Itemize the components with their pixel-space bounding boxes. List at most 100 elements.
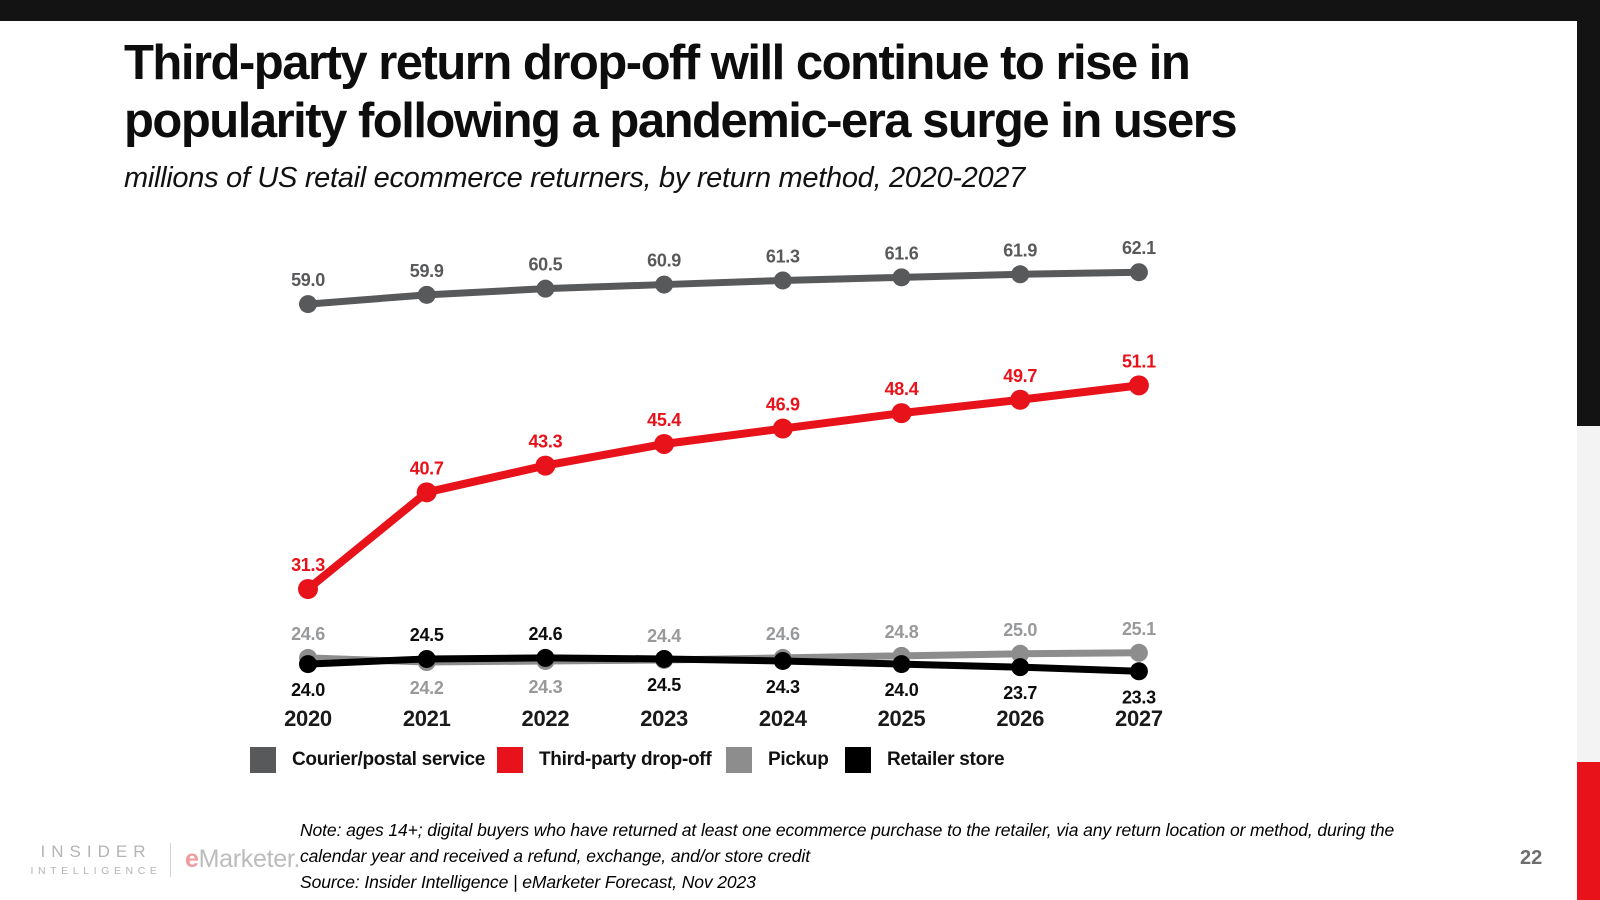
data-point-third-party-drop-off bbox=[416, 482, 437, 503]
insider-intelligence-logo: INSIDER INTELLIGENCE bbox=[30, 842, 162, 877]
emarketer-logo: eMarketer. bbox=[185, 845, 300, 874]
data-point-courier-postal-service bbox=[417, 285, 436, 304]
value-label-third-party-drop-off: 49.7 bbox=[1003, 366, 1037, 386]
right-strip-gray-segment bbox=[1577, 426, 1600, 762]
value-label-courier-postal-service: 59.0 bbox=[291, 270, 325, 290]
value-label-retailer-store: 24.5 bbox=[647, 675, 681, 695]
legend-item-courier-postal-service: Courier/postal service bbox=[250, 746, 485, 774]
line-chart: 59.0 59.9 60.5 60.9 61.3 61.6 61.9 62.1 31.3 40.7… bbox=[284, 238, 1163, 731]
legend-label: Pickup bbox=[768, 749, 829, 770]
data-point-retailer-store bbox=[536, 648, 555, 667]
source-line: Source: Insider Intelligence | eMarketer… bbox=[300, 872, 756, 892]
data-point-third-party-drop-off bbox=[891, 403, 912, 424]
value-label-pickup: 24.2 bbox=[410, 678, 444, 698]
value-label-third-party-drop-off: 45.4 bbox=[647, 410, 681, 430]
emarketer-logo-e: e bbox=[185, 845, 199, 873]
value-label-retailer-store: 23.7 bbox=[1003, 683, 1037, 703]
x-axis-label: 2023 bbox=[640, 706, 688, 731]
data-point-retailer-store bbox=[773, 651, 792, 670]
value-label-third-party-drop-off: 31.3 bbox=[291, 555, 325, 575]
series-line-third-party-drop-off bbox=[305, 381, 1140, 593]
note-line-2: calendar year and received a refund, exc… bbox=[300, 846, 810, 866]
value-label-retailer-store: 24.5 bbox=[410, 625, 444, 645]
legend-label: Courier/postal service bbox=[292, 749, 485, 770]
value-label-retailer-store: 24.0 bbox=[885, 680, 919, 700]
data-point-retailer-store bbox=[892, 655, 911, 674]
data-point-courier-postal-service bbox=[773, 271, 792, 290]
data-point-third-party-drop-off bbox=[535, 455, 556, 476]
value-label-third-party-drop-off: 48.4 bbox=[885, 379, 919, 399]
intelligence-logo-text: INTELLIGENCE bbox=[30, 865, 162, 877]
value-label-courier-postal-service: 60.5 bbox=[528, 255, 562, 275]
data-point-third-party-drop-off bbox=[1128, 375, 1149, 396]
x-axis-label: 2021 bbox=[403, 706, 451, 731]
data-point-retailer-store bbox=[417, 649, 436, 668]
legend-swatch bbox=[726, 747, 752, 773]
data-point-courier-postal-service bbox=[1011, 265, 1030, 284]
value-label-third-party-drop-off: 46.9 bbox=[766, 395, 800, 415]
data-point-third-party-drop-off bbox=[298, 579, 318, 599]
value-label-pickup: 25.0 bbox=[1003, 620, 1037, 640]
series-line-retailer-store bbox=[307, 654, 1140, 675]
value-label-courier-postal-service: 61.3 bbox=[766, 246, 800, 266]
note-line-1: Note: ages 14+; digital buyers who have … bbox=[300, 820, 1395, 840]
data-point-courier-postal-service bbox=[892, 268, 911, 287]
value-label-pickup: 25.1 bbox=[1122, 619, 1156, 639]
brand-logos: INSIDER INTELLIGENCE eMarketer. bbox=[30, 842, 300, 877]
logo-divider bbox=[170, 842, 171, 877]
data-point-third-party-drop-off bbox=[772, 418, 793, 439]
data-point-courier-postal-service bbox=[655, 275, 674, 294]
x-axis-label: 2026 bbox=[996, 706, 1044, 731]
legend-swatch bbox=[250, 747, 276, 773]
value-label-pickup: 24.3 bbox=[528, 677, 562, 697]
right-strip-red-segment bbox=[1577, 762, 1600, 900]
legend: Courier/postal service Third-party drop-o… bbox=[0, 746, 1600, 776]
value-label-courier-postal-service: 61.6 bbox=[885, 243, 919, 263]
x-axis-label: 2020 bbox=[284, 706, 332, 731]
x-axis-label: 2024 bbox=[759, 706, 808, 731]
value-label-third-party-drop-off: 40.7 bbox=[410, 458, 444, 478]
value-label-retailer-store: 24.0 bbox=[291, 680, 325, 700]
chart-subtitle: millions of US retail ecommerce returner… bbox=[124, 162, 1025, 194]
legend-swatch bbox=[497, 747, 523, 773]
page-title-line-2: popularity following a pandemic-era surg… bbox=[124, 94, 1238, 148]
value-label-third-party-drop-off: 43.3 bbox=[528, 432, 562, 452]
data-point-retailer-store bbox=[655, 649, 674, 668]
data-point-courier-postal-service bbox=[1129, 263, 1148, 282]
value-label-third-party-drop-off: 51.1 bbox=[1122, 351, 1156, 371]
value-label-pickup: 24.8 bbox=[885, 622, 919, 642]
insider-logo-text: INSIDER bbox=[40, 842, 152, 861]
x-axis-label: 2022 bbox=[522, 706, 570, 731]
series-line-courier-postal-service bbox=[307, 268, 1139, 308]
value-label-pickup: 24.6 bbox=[766, 624, 800, 644]
value-label-courier-postal-service: 59.9 bbox=[410, 261, 444, 281]
data-point-retailer-store bbox=[1011, 658, 1030, 677]
legend-item-pickup: Pickup bbox=[726, 746, 829, 774]
emarketer-logo-rest: Marketer. bbox=[198, 845, 301, 873]
page-title-line-1: Third-party return drop-off will continu… bbox=[124, 36, 1191, 90]
legend-item-third-party-drop-off: Third-party drop-off bbox=[497, 746, 712, 774]
data-point-third-party-drop-off bbox=[654, 433, 675, 454]
value-label-pickup: 24.4 bbox=[647, 626, 681, 646]
chart-header: Third-party return drop-off will continu… bbox=[124, 34, 1238, 195]
legend-swatch bbox=[845, 747, 871, 773]
right-strip-black-segment bbox=[1577, 0, 1600, 426]
legend-item-retailer-store: Retailer store bbox=[845, 746, 1005, 774]
legend-label: Third-party drop-off bbox=[539, 749, 712, 770]
data-point-retailer-store bbox=[1129, 662, 1148, 681]
data-point-retailer-store bbox=[299, 655, 317, 674]
data-point-pickup bbox=[1129, 643, 1148, 662]
x-axis-label: 2027 bbox=[1115, 706, 1163, 731]
data-point-courier-postal-service bbox=[536, 279, 555, 298]
top-accent-bar bbox=[0, 0, 1600, 21]
value-label-pickup: 24.6 bbox=[291, 624, 325, 644]
legend-label: Retailer store bbox=[887, 749, 1005, 770]
page-number: 22 bbox=[1520, 847, 1543, 869]
right-edge-strip bbox=[1577, 0, 1600, 900]
data-point-pickup bbox=[1011, 644, 1030, 663]
value-label-courier-postal-service: 62.1 bbox=[1122, 238, 1156, 258]
value-label-courier-postal-service: 61.9 bbox=[1003, 240, 1037, 260]
value-label-retailer-store: 24.6 bbox=[528, 624, 562, 644]
data-point-third-party-drop-off bbox=[1010, 389, 1031, 410]
